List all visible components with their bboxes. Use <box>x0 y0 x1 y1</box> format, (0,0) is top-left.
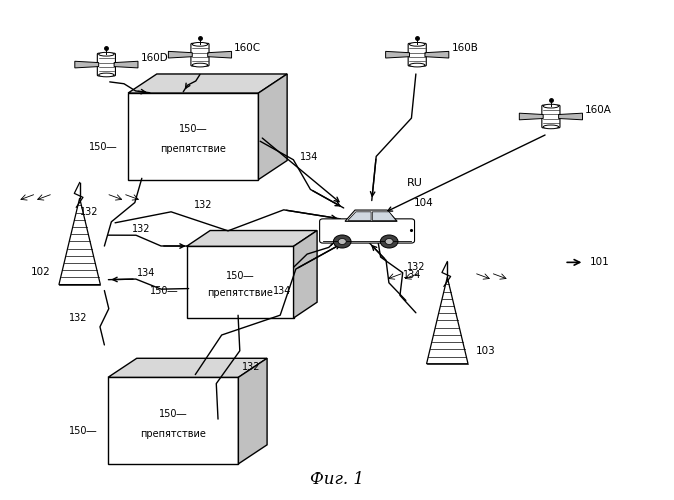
Text: 150―: 150― <box>179 124 208 134</box>
Ellipse shape <box>543 104 559 108</box>
Text: препятствие: препятствие <box>160 144 226 154</box>
Ellipse shape <box>192 63 208 67</box>
FancyBboxPatch shape <box>97 53 115 76</box>
FancyBboxPatch shape <box>408 44 426 66</box>
Polygon shape <box>386 52 410 58</box>
Text: 132: 132 <box>407 262 426 272</box>
Text: препятствие: препятствие <box>140 428 206 438</box>
Polygon shape <box>372 212 396 220</box>
Polygon shape <box>348 212 371 220</box>
FancyBboxPatch shape <box>542 105 560 128</box>
Polygon shape <box>208 52 232 58</box>
Ellipse shape <box>98 73 114 77</box>
Circle shape <box>334 235 351 248</box>
Text: 134: 134 <box>402 270 421 280</box>
Polygon shape <box>425 52 449 58</box>
Polygon shape <box>187 230 317 246</box>
Text: 150―: 150― <box>69 426 98 436</box>
Polygon shape <box>345 210 397 222</box>
Text: 134: 134 <box>137 268 156 278</box>
Polygon shape <box>258 74 287 180</box>
Text: 150―: 150― <box>159 408 187 418</box>
Text: 134: 134 <box>300 152 318 162</box>
Ellipse shape <box>543 125 559 129</box>
Polygon shape <box>239 358 267 464</box>
Polygon shape <box>114 62 138 68</box>
FancyBboxPatch shape <box>319 219 415 243</box>
Polygon shape <box>128 93 258 180</box>
Polygon shape <box>75 62 98 68</box>
Text: 101: 101 <box>590 258 609 268</box>
Circle shape <box>385 238 393 244</box>
Ellipse shape <box>410 42 425 46</box>
Text: Фиг. 1: Фиг. 1 <box>310 472 364 488</box>
Text: 134: 134 <box>325 232 343 242</box>
Text: 150―: 150― <box>150 286 178 296</box>
Text: RU: RU <box>407 178 423 188</box>
Text: 132: 132 <box>69 313 88 323</box>
Polygon shape <box>168 52 192 58</box>
Polygon shape <box>108 358 267 378</box>
FancyBboxPatch shape <box>191 44 209 66</box>
Text: 150―: 150― <box>90 142 118 152</box>
Text: 160A: 160A <box>585 106 612 116</box>
Ellipse shape <box>410 63 425 67</box>
Text: 132: 132 <box>242 362 261 372</box>
Text: 102: 102 <box>31 266 51 276</box>
Polygon shape <box>108 378 239 464</box>
Text: 104: 104 <box>414 198 433 208</box>
Text: 160D: 160D <box>141 54 168 64</box>
Text: препятствие: препятствие <box>207 288 273 298</box>
Text: 134: 134 <box>273 286 291 296</box>
Circle shape <box>338 238 346 244</box>
Polygon shape <box>128 74 287 93</box>
Text: 103: 103 <box>476 346 496 356</box>
Ellipse shape <box>98 52 114 56</box>
Text: 160C: 160C <box>235 44 262 54</box>
Text: 160B: 160B <box>452 44 479 54</box>
Polygon shape <box>520 113 543 120</box>
Text: 132: 132 <box>80 208 98 218</box>
Polygon shape <box>294 230 317 318</box>
Circle shape <box>380 235 398 248</box>
Polygon shape <box>187 246 294 318</box>
Text: 150―: 150― <box>226 272 254 281</box>
Ellipse shape <box>192 42 208 46</box>
Polygon shape <box>559 113 582 120</box>
Text: 132: 132 <box>194 200 212 210</box>
Text: 132: 132 <box>132 224 150 234</box>
